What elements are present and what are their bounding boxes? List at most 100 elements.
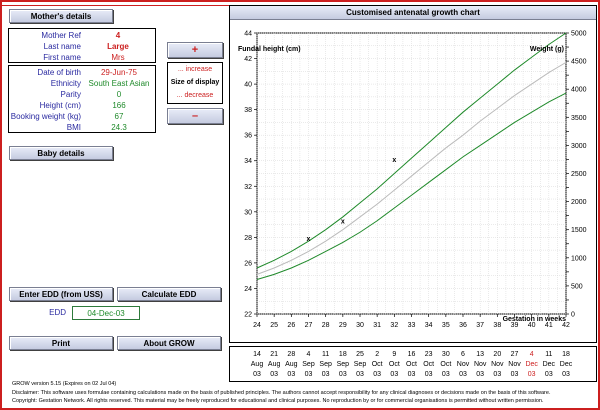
height-value: 166 — [112, 101, 126, 110]
chart-series — [256, 32, 567, 280]
dob-value: 29-Jun-75 — [100, 68, 138, 77]
parity-value: 0 — [116, 90, 122, 99]
baby-details-button[interactable]: Baby details — [9, 146, 113, 160]
date-column: 21 Aug 03 — [268, 351, 281, 378]
date-year: 03 — [425, 371, 433, 378]
y-tick-label: 30 — [244, 209, 252, 216]
first-name-label: First name — [43, 53, 81, 62]
date-month: Oct — [406, 361, 417, 368]
calculate-edd-button[interactable]: Calculate EDD — [117, 287, 221, 301]
x-tick-label: 25 — [270, 322, 278, 329]
booking-weight-label: Booking weight (kg) — [10, 112, 81, 121]
date-month: Aug — [268, 361, 281, 368]
measurement-point-0: x — [307, 236, 311, 243]
date-axis-panel: 14 Aug 03 21 Aug 03 28 Aug 03 4 Sep 03 11 Sep 03 18 Sep 0… — [229, 346, 597, 382]
date-year: 03 — [562, 371, 570, 378]
date-month: Oct — [389, 361, 400, 368]
date-month: Sep — [354, 361, 367, 368]
x-tick-label: 26 — [287, 322, 295, 329]
x-tick-label: 40 — [528, 322, 536, 329]
height-label: Height (cm) — [39, 101, 81, 110]
date-day: 9 — [392, 351, 396, 358]
x-tick-label: 24 — [253, 322, 261, 329]
chart-title: Customised antenatal growth chart — [230, 6, 596, 20]
y-axis-ticks: 22 24 26 28 30 32 34 36 38 40 42 44 — [244, 31, 257, 319]
y2-tick-label: 2000 — [571, 199, 587, 206]
date-year: 03 — [459, 371, 467, 378]
growth-chart-panel: Customised antenatal growth chart x x x 22… — [229, 5, 597, 343]
size-display-label: Size of display — [170, 79, 220, 86]
date-day: 21 — [270, 351, 278, 358]
date-month: Oct — [372, 361, 383, 368]
size-decrease-text: ... decrease — [176, 92, 214, 99]
size-increase-text: ... increase — [177, 66, 213, 73]
x-tick-label: 32 — [390, 322, 398, 329]
measurement-point-1: x — [341, 218, 345, 225]
bmi-value: 24.3 — [111, 123, 127, 132]
y2-tick-label: 0 — [571, 312, 575, 319]
y2-axis-label: Weight (g) — [530, 46, 564, 53]
date-day: 16 — [408, 351, 416, 358]
x-tick-label: 41 — [545, 322, 553, 329]
size-display-box: ... increase Size of display ... decreas… — [167, 62, 223, 104]
date-column: 18 Dec 03 — [560, 351, 573, 378]
date-axis: 14 Aug 03 21 Aug 03 28 Aug 03 4 Sep 03 11 Sep 03 18 Sep 0… — [251, 351, 573, 378]
last-name-value: Large — [107, 42, 129, 51]
date-column: 25 Sep 03 — [354, 351, 367, 378]
y2-tick-label: 4500 — [571, 59, 587, 66]
x-tick-label: 35 — [442, 322, 450, 329]
enter-edd-button[interactable]: Enter EDD (from USS) — [9, 287, 113, 301]
first-name-value: Mrs — [111, 53, 125, 62]
mothers-details-button[interactable]: Mother's details — [9, 9, 113, 23]
date-day: 18 — [339, 351, 347, 358]
date-month: Nov — [508, 361, 521, 368]
print-button[interactable]: Print — [9, 336, 113, 350]
date-column: 16 Oct 03 — [406, 351, 417, 378]
date-column: 14 Aug 03 — [251, 351, 264, 378]
top-divider — [0, 0, 232, 6]
date-column: 4 Sep 03 — [302, 351, 315, 378]
booking-weight-value: 67 — [114, 112, 124, 121]
date-day: 11 — [545, 351, 552, 358]
increase-size-button[interactable]: + — [167, 42, 223, 58]
date-month: Nov — [457, 361, 470, 368]
decrease-size-button[interactable]: – — [167, 108, 223, 124]
about-grow-button[interactable]: About GROW — [117, 336, 221, 350]
date-month: Aug — [285, 361, 298, 368]
x-tick-label: 31 — [373, 322, 381, 329]
last-name-label: Last name — [43, 42, 81, 51]
date-year: 03 — [305, 371, 313, 378]
y-tick-label: 28 — [244, 235, 252, 242]
date-day: 28 — [287, 351, 295, 358]
date-year: 03 — [493, 371, 501, 378]
x-tick-label: 38 — [493, 322, 501, 329]
date-column: 11 Dec 03 — [543, 351, 556, 378]
date-year: 03 — [322, 371, 330, 378]
x-tick-label: 27 — [305, 322, 313, 329]
y2-tick-label: 1500 — [571, 227, 587, 234]
y2-tick-label: 1000 — [571, 255, 587, 262]
bmi-label: BMI — [66, 123, 81, 132]
x-tick-label: 33 — [408, 322, 416, 329]
date-column: 18 Sep 03 — [337, 351, 350, 378]
date-day: 23 — [425, 351, 433, 358]
date-column: 9 Oct 03 — [389, 351, 400, 378]
date-day: 30 — [442, 351, 450, 358]
parity-label: Parity — [60, 90, 81, 99]
mother-details-panel: Date of birth 29-Jun-75 Ethnicity South … — [8, 65, 156, 133]
y-tick-label: 36 — [244, 133, 252, 140]
date-column: 30 Oct 03 — [440, 351, 451, 378]
dob-label: Date of birth — [37, 68, 81, 77]
x-tick-label: 28 — [322, 322, 330, 329]
y-tick-label: 24 — [244, 286, 252, 293]
x-tick-label: 42 — [562, 322, 570, 329]
x-tick-label: 37 — [476, 322, 484, 329]
x-axis-label: Gestation in weeks — [503, 316, 567, 323]
y2-tick-label: 4000 — [571, 87, 587, 94]
series-line-2 — [256, 92, 567, 280]
y-tick-label: 40 — [244, 82, 252, 89]
y-axis-label: Fundal height (cm) — [238, 46, 301, 53]
date-column: 28 Aug 03 — [285, 351, 298, 378]
